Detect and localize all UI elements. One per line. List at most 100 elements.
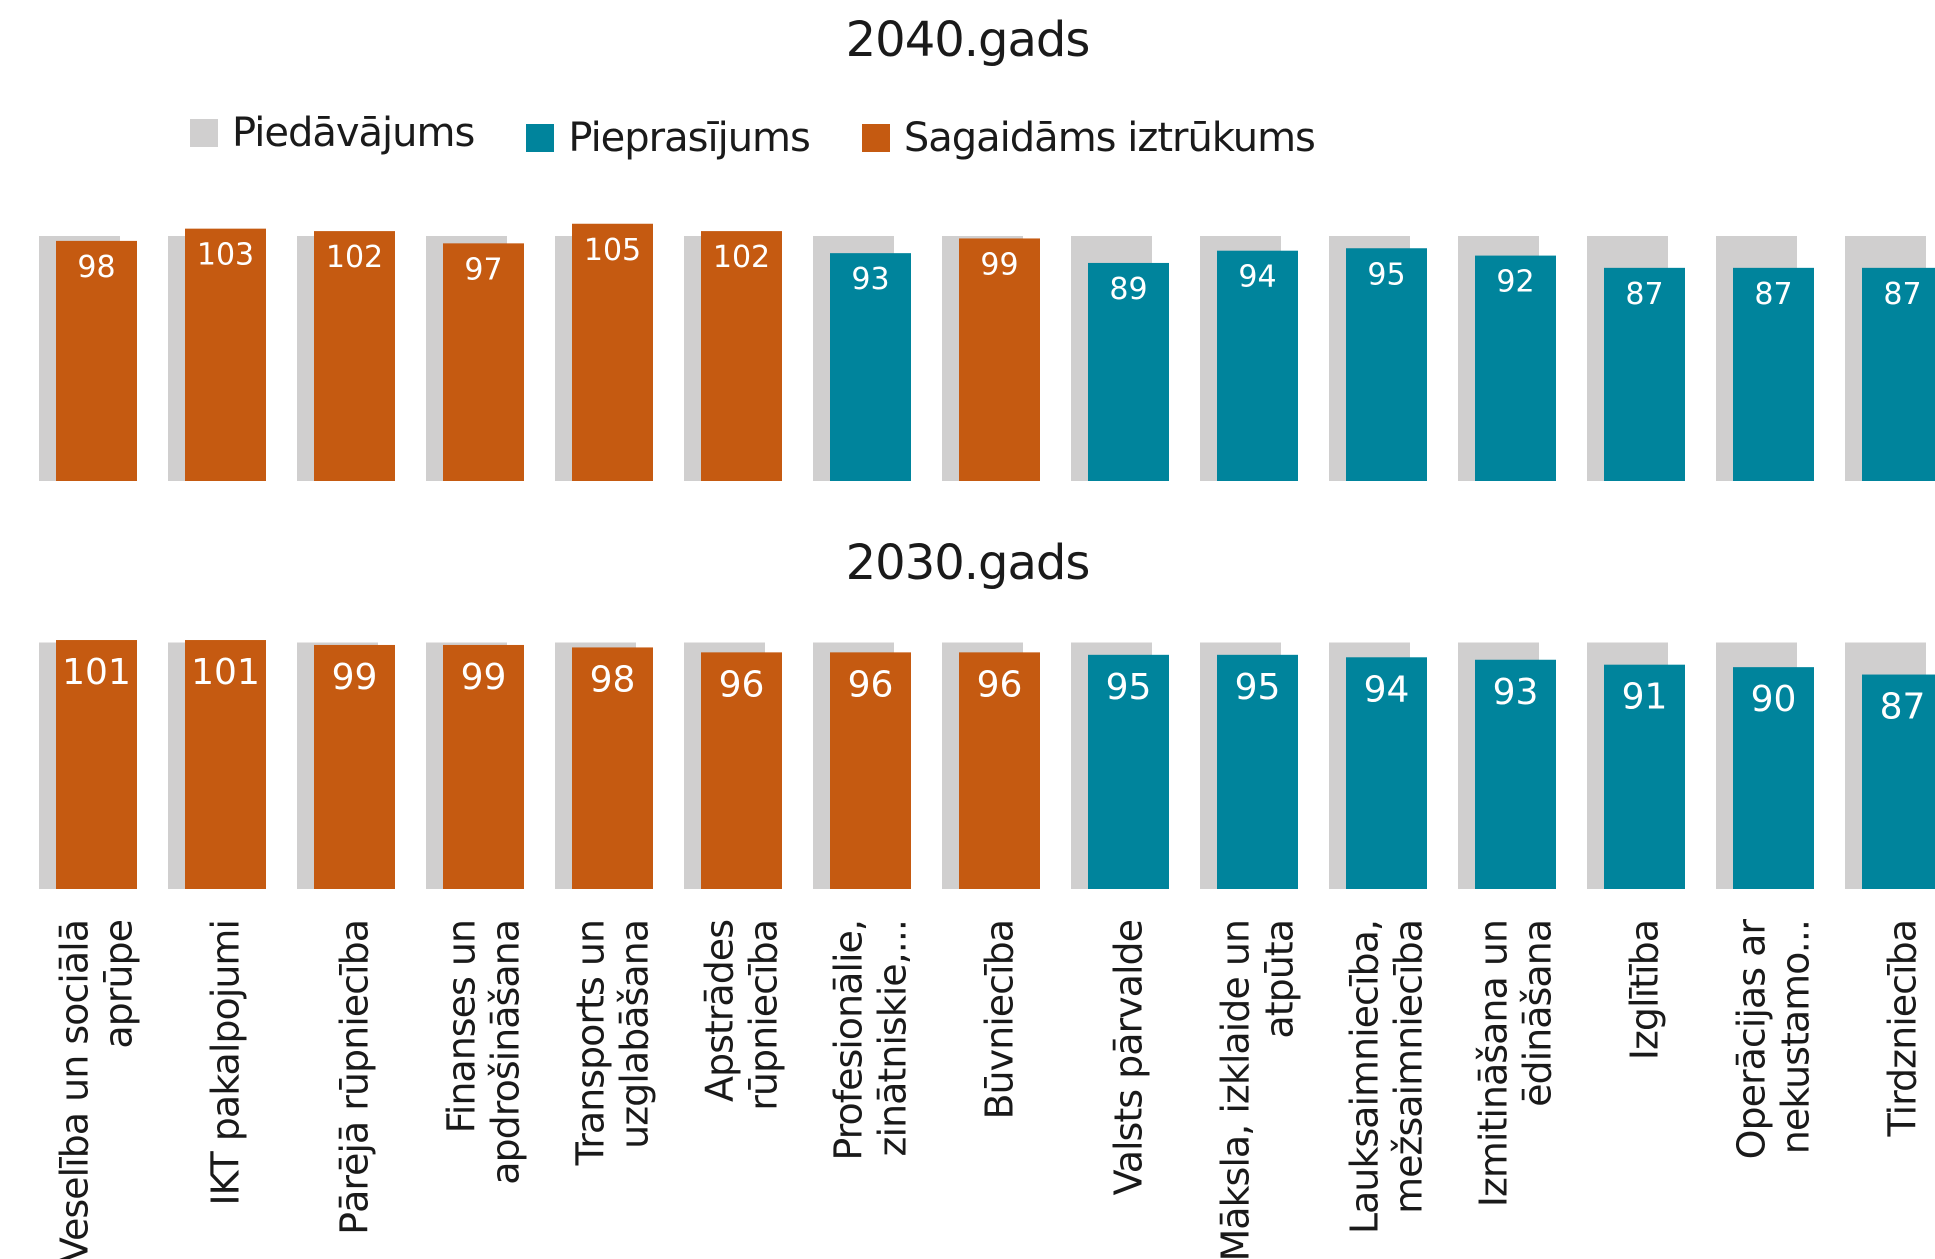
category-label-line: Finanses un	[440, 920, 484, 1133]
data-label: 99	[332, 657, 378, 698]
demand-bar	[1733, 267, 1814, 481]
demand-bar	[830, 253, 911, 481]
category-label-line: ēdināšana	[1516, 920, 1560, 1107]
demand-bar	[1088, 262, 1169, 481]
demand-bar	[830, 652, 911, 889]
demand-bar	[56, 240, 137, 481]
demand-bar	[1346, 248, 1427, 481]
legend-label-shortage: Sagaidāms iztrūkums	[903, 115, 1316, 161]
data-label: 96	[848, 664, 894, 705]
data-label: 101	[62, 652, 131, 693]
demand-bar	[701, 652, 782, 889]
category-label: Izglītība	[1623, 920, 1667, 1060]
chart-title-2030: 2030.gads	[845, 535, 1091, 591]
category-label: Finanses unapdrošināšana	[440, 920, 528, 1185]
demand-bar	[1733, 667, 1814, 889]
demand-bar	[1475, 659, 1556, 889]
data-label: 90	[1751, 679, 1797, 720]
chart-title-2040: 2040.gads	[845, 12, 1091, 68]
category-label-line: aprūpe	[97, 920, 141, 1049]
data-label: 98	[77, 250, 115, 285]
category-label: Būvniecība	[978, 920, 1022, 1120]
category-label-line: nekustamo...	[1774, 920, 1818, 1154]
category-label: Pārējā rūpniecība	[333, 920, 377, 1235]
demand-bar	[1217, 654, 1298, 889]
category-label-line: mežsaimniecība	[1387, 920, 1431, 1214]
category-label: IKT pakalpojumi	[204, 920, 248, 1206]
data-label: 89	[1109, 272, 1147, 307]
category-label-line: atpūta	[1258, 920, 1302, 1039]
category-label: Māksla, izklaide unatpūta	[1214, 920, 1302, 1259]
demand-bar	[443, 644, 524, 889]
data-label: 87	[1625, 277, 1663, 312]
category-label: Izmitināšana unēdināšana	[1472, 920, 1560, 1207]
data-label: 96	[977, 664, 1023, 705]
data-label: 94	[1364, 669, 1410, 710]
data-label: 87	[1880, 687, 1926, 728]
demand-bar	[443, 243, 524, 481]
category-label-line: Tirdzniecība	[1881, 920, 1925, 1138]
category-label-line: IKT pakalpojumi	[204, 920, 248, 1206]
data-label: 93	[1493, 672, 1539, 713]
data-label: 97	[464, 252, 502, 287]
category-label-line: apdrošināšana	[484, 920, 528, 1185]
category-label-line: Lauksaimniecība,	[1343, 920, 1387, 1234]
category-label: Profesionālie,zinātniskie,...	[827, 920, 915, 1161]
demand-bar	[701, 231, 782, 481]
data-label: 99	[980, 247, 1018, 282]
data-label: 92	[1496, 265, 1534, 300]
data-label: 94	[1238, 260, 1276, 295]
demand-bar	[1862, 267, 1935, 481]
category-label-line: Māksla, izklaide un	[1214, 920, 1258, 1259]
category-label-line: uzglabāšana	[613, 920, 657, 1149]
data-label: 102	[326, 240, 383, 275]
category-label-line: Profesionālie,	[827, 920, 871, 1161]
category-label-line: Valsts pārvalde	[1107, 920, 1151, 1195]
legend-swatch-shortage	[861, 124, 890, 152]
legend-label-demand: Pieprasījums	[568, 115, 811, 161]
demand-bar	[959, 652, 1040, 889]
category-label: Lauksaimniecība,mežsaimniecība	[1343, 920, 1431, 1234]
data-label: 98	[590, 659, 636, 700]
chart-panel-0: 98 103 102 97 105 102 93 99 89 94 95 92 87 87 87	[39, 223, 1935, 481]
demand-bar	[185, 228, 266, 481]
demand-bar	[1604, 267, 1685, 481]
demand-bar	[56, 640, 137, 889]
demand-bar	[314, 231, 395, 481]
data-label: 103	[197, 238, 254, 273]
category-label: Transports unuzglabāšana	[569, 920, 657, 1166]
demand-bar	[1475, 255, 1556, 481]
demand-bar	[1604, 664, 1685, 889]
data-label: 87	[1754, 277, 1792, 312]
category-label-line: rūpniecība	[742, 920, 786, 1111]
legend-item-demand: Pieprasījums	[526, 115, 811, 161]
legend-label-supply: Piedāvājums	[232, 110, 475, 156]
data-label: 102	[713, 240, 770, 275]
data-label: 93	[851, 262, 889, 297]
category-label-line: Apstrādes	[698, 920, 742, 1102]
demand-bar	[572, 647, 653, 889]
category-label-line: Būvniecība	[978, 920, 1022, 1120]
data-label: 96	[719, 664, 765, 705]
category-label: Operācijas arnekustamo...	[1730, 919, 1818, 1160]
demand-bar	[314, 644, 395, 889]
legend: Piedāvājums Pieprasījums Sagaidāms iztrū…	[190, 108, 1367, 168]
category-label-line: Operācijas ar	[1730, 919, 1774, 1160]
category-label-line: Izglītība	[1623, 920, 1667, 1060]
data-label: 105	[584, 233, 641, 268]
demand-bar	[959, 238, 1040, 481]
category-label-line: Veselība un sociālā	[53, 920, 97, 1259]
demand-bar	[572, 223, 653, 481]
legend-item-shortage: Sagaidāms iztrūkums	[861, 115, 1316, 161]
data-label: 95	[1106, 667, 1152, 708]
legend-swatch-supply	[190, 119, 218, 147]
category-label-line: Pārējā rūpniecība	[333, 920, 377, 1235]
legend-swatch-demand	[526, 124, 555, 152]
demand-bar	[1088, 654, 1169, 889]
category-label: Tirdzniecība	[1881, 920, 1925, 1138]
category-label: Apstrādesrūpniecība	[698, 920, 786, 1111]
category-label: Veselība un sociālāaprūpe	[53, 920, 141, 1259]
demand-bar	[1217, 250, 1298, 481]
chart-panel-1: 101 101 99 99 98 96 96 96 95 95 94 93 91 90 87	[39, 640, 1935, 889]
